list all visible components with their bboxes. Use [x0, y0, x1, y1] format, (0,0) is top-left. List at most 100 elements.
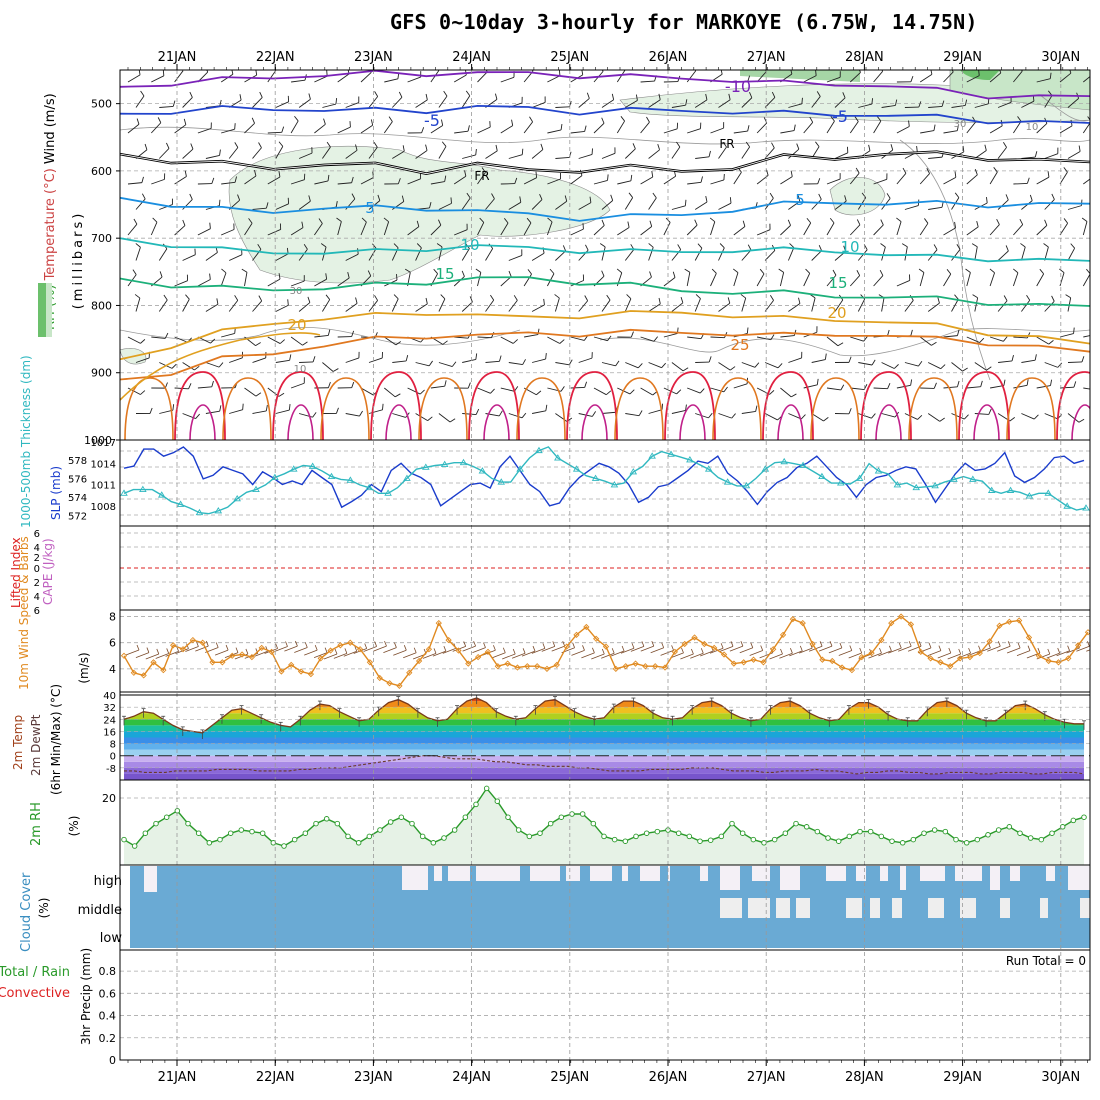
thickness-line-point	[384, 489, 392, 496]
thickness-line-point	[629, 468, 638, 475]
cloud-row-label: high	[94, 874, 122, 889]
x-tick-label-bottom: 21JAN	[158, 1070, 197, 1085]
wind10m-barb	[1056, 650, 1070, 657]
wind10m-speed-line-point	[740, 659, 747, 666]
precip-total-label: Total / Rain	[0, 965, 70, 980]
wind10m-speed-line-point	[691, 634, 698, 641]
axes: 21JAN 22JAN 23JAN 24JAN 25JAN 26JAN 27JAN 28JAN…	[0, 50, 1091, 1085]
wind10m-speed-line-point	[189, 636, 196, 644]
contour-label: 30	[290, 286, 303, 297]
slp-tick-label: 1011	[91, 481, 116, 492]
cloud-high-gap	[880, 866, 888, 881]
contour-label: 25	[730, 336, 749, 354]
wind10m-speed-line-point	[583, 623, 590, 631]
thickness-line-point	[1082, 504, 1090, 511]
wind10m-speed-line-point	[465, 660, 472, 667]
cloud-high-gap	[622, 866, 628, 881]
thickness-line-point	[912, 483, 921, 491]
wind10m-speed-line-point	[996, 622, 1003, 629]
wind10m-speed-line-point	[652, 663, 659, 670]
x-tick-label-bottom: 26JAN	[649, 1070, 688, 1085]
wind10m-barb	[957, 652, 971, 659]
rh2m-line-point	[281, 843, 287, 849]
contour-label: -5	[424, 111, 440, 130]
wind10m-speed-line-point	[1016, 617, 1023, 624]
wind10m-speed-line-point	[150, 659, 157, 666]
cape-ylabel: CAPE (J/kg)	[41, 538, 55, 605]
rh2m-line-point	[377, 827, 383, 833]
wind10m-barb	[224, 652, 239, 659]
wind10m-barb	[254, 650, 268, 657]
rh2m-line-point	[761, 840, 767, 846]
contour-label: -10	[725, 77, 751, 96]
thickness-line-point	[572, 465, 581, 472]
wind10m-speed-line-point	[1065, 655, 1072, 662]
wind10m-speed-line-point	[888, 619, 895, 627]
wind10m-speed-line-point	[602, 643, 610, 650]
wind10m-barb	[294, 647, 308, 653]
rh2m-line-point	[270, 840, 277, 846]
rh2m-line-point	[142, 830, 149, 836]
cloud-ylabel: Cloud Cover	[19, 872, 34, 952]
x-tick-label-top: 29JAN	[943, 50, 982, 65]
rh2m-line-point	[153, 820, 159, 827]
rh2m-line-point	[729, 820, 735, 827]
upper-air-ylabel2: (millibars)	[71, 211, 86, 310]
wind10m-barb	[492, 652, 506, 659]
wind10m-barb	[868, 652, 882, 659]
rh2m-line-point	[259, 830, 266, 836]
rh2m-line-point	[249, 828, 255, 835]
cloud-high-gap	[920, 866, 945, 881]
rh2m-line-point	[323, 816, 330, 822]
wind10m-speed-line-point	[1006, 618, 1013, 625]
wind10m-speed-line-point	[553, 661, 560, 669]
upper-air-contour-labels: -10 -5 -5 FR FR 5 5 10 10 15 15 20 20 25 30 30 10 10	[287, 77, 1038, 375]
wind10m-speed-line-point	[1075, 642, 1082, 649]
wind10m-barb	[571, 649, 585, 656]
wind10m-barb	[690, 652, 704, 659]
wind10m-speed-line-point	[642, 663, 649, 670]
contour-label: 10	[460, 236, 479, 254]
temp-band	[124, 698, 1084, 702]
wind10m-speed-line-point	[661, 664, 669, 671]
wind10m-speed-line-point	[219, 659, 226, 666]
cloud-high-gap	[566, 866, 580, 881]
wind10m-speed-line-point	[140, 672, 147, 679]
wind10m-speed-line-point	[809, 640, 816, 648]
rh2m-line-point	[462, 814, 469, 820]
wind-tick-label: 8	[109, 611, 116, 624]
wind10m-barb	[591, 653, 605, 660]
wind10m-barb	[610, 650, 625, 657]
contour-label: 20	[827, 304, 846, 322]
wind10m-barb	[789, 650, 803, 657]
rh2m-line-point	[579, 811, 586, 817]
rh-shading	[228, 146, 611, 284]
wind10m-speed-line-point	[947, 663, 954, 670]
wind10m-barb	[521, 650, 536, 657]
x-tick-label-top: 22JAN	[256, 50, 295, 65]
rh2m-line-point	[451, 827, 458, 833]
thickness-line-point	[554, 454, 562, 461]
wind10m-speed-line-point	[327, 647, 334, 654]
rh2m-line-point	[814, 828, 821, 835]
wind10m-speed-line-point	[297, 668, 305, 675]
rh2m-line-point	[803, 824, 810, 830]
thickness-ylabel: 1000-500mb Thickness (dm)	[19, 355, 33, 528]
cloud-middle-gap	[796, 898, 810, 918]
contour-label: 30	[954, 119, 967, 130]
wind10m-barb	[432, 650, 447, 657]
temp-band	[124, 725, 1084, 732]
rh2m-line-point	[771, 836, 778, 843]
rh2m-line-point	[921, 830, 927, 836]
slp-tick-label: 1014	[91, 459, 116, 470]
rh2m-line-point	[1070, 817, 1077, 824]
rh2m-line-point	[334, 820, 341, 827]
thickness-line-point	[535, 446, 543, 454]
rh2m-line-point	[974, 836, 981, 843]
chart-title: GFS 0~10day 3-hourly for MARKOYE (6.75W,…	[390, 10, 978, 34]
wind10m-speed-line-point	[415, 657, 423, 665]
thickness-line-point	[440, 460, 449, 467]
wind10m-barb	[1086, 649, 1090, 652]
cloud-high-gap	[1068, 866, 1090, 890]
rh2m-line-point	[953, 836, 959, 843]
